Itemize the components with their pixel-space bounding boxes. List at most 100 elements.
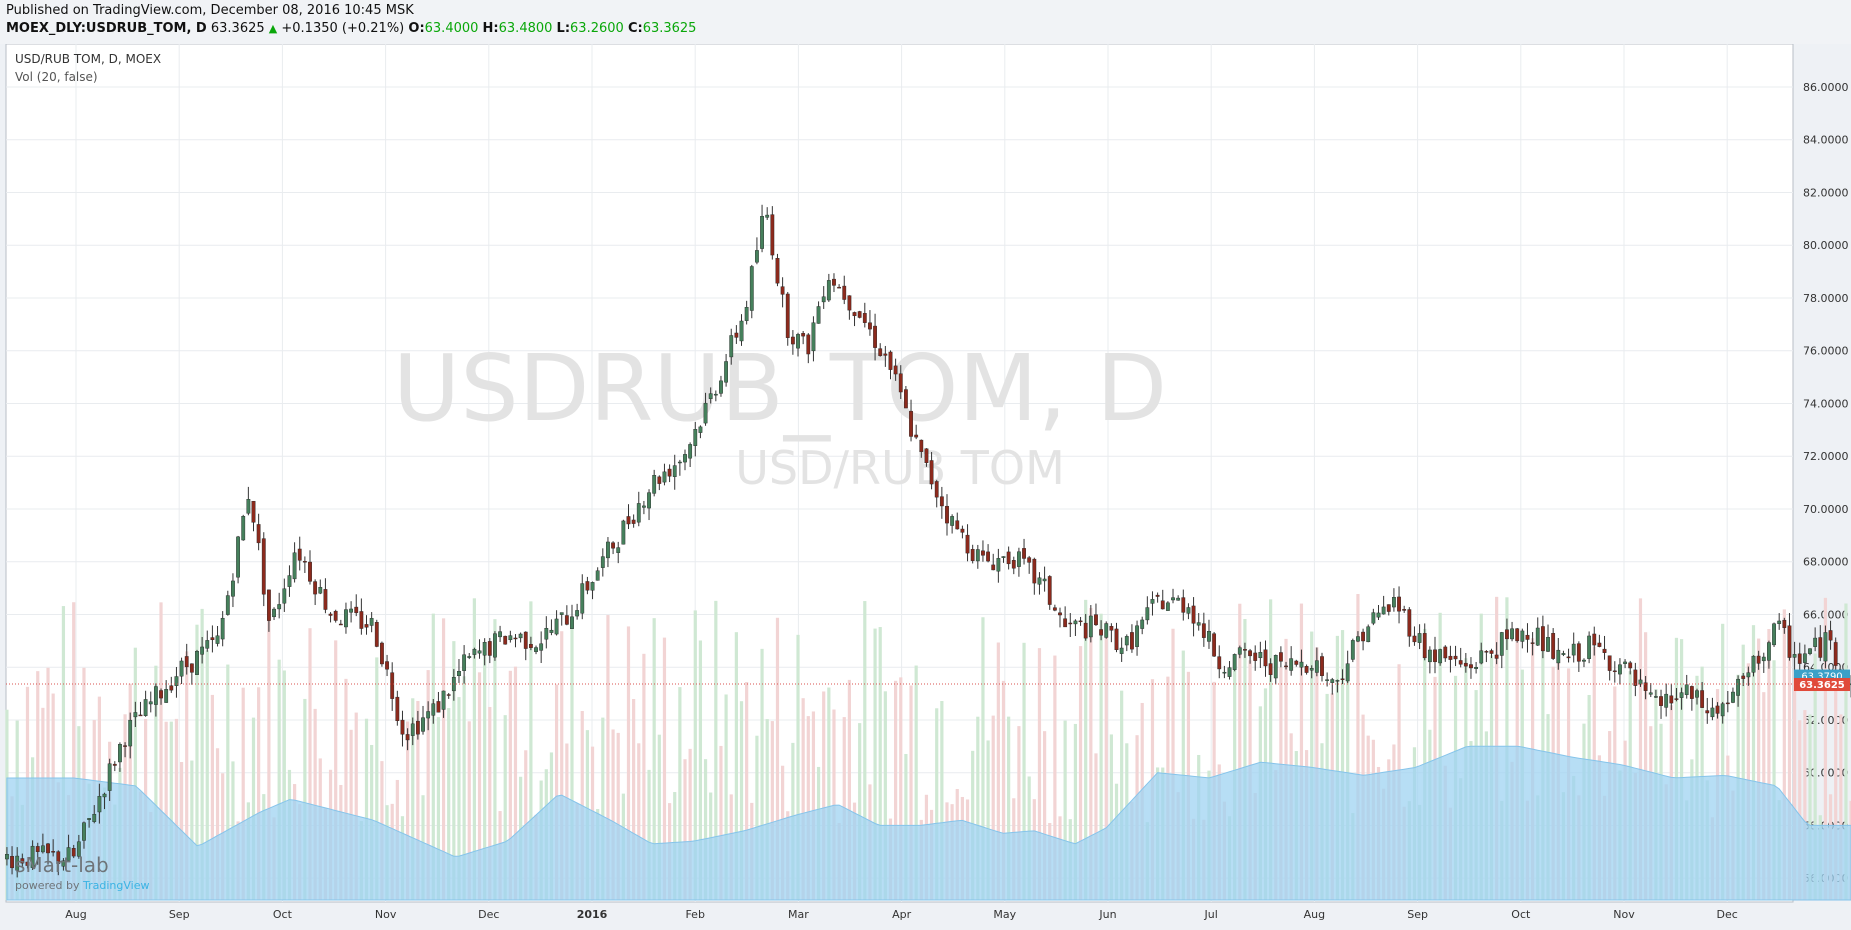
candle-body — [1027, 557, 1032, 563]
volume-ma-area — [6, 745, 1851, 901]
x-tick-label: Nov — [1613, 908, 1635, 921]
volume-bar — [858, 723, 862, 900]
x-tick-label: Sep — [169, 908, 190, 921]
candle-body — [118, 743, 122, 763]
volume-bar — [1269, 599, 1273, 900]
volume-bar — [1757, 638, 1761, 900]
volume-bar — [811, 711, 816, 900]
candle-body — [261, 538, 266, 595]
candle-body — [559, 612, 564, 615]
candle-body — [1191, 605, 1196, 624]
candle-body — [15, 855, 20, 871]
candle-body — [1073, 620, 1078, 625]
candle-body — [1042, 578, 1047, 582]
volume-bar — [416, 701, 420, 900]
x-tick-label: Aug — [1304, 908, 1325, 921]
candle-body — [482, 642, 487, 656]
candle-body — [790, 336, 795, 345]
x-tick-label: Dec — [1717, 908, 1738, 921]
candle-body — [1243, 649, 1247, 651]
volume-bar — [364, 718, 369, 900]
volume-bar — [1078, 646, 1083, 900]
candle-body — [1140, 619, 1145, 629]
candle-body — [210, 637, 215, 641]
y-tick-label: 68.0000 — [1803, 556, 1849, 569]
candle-body — [1689, 686, 1694, 699]
volume-bar — [1017, 726, 1021, 900]
candle-body — [1392, 597, 1396, 608]
candle-body — [960, 528, 965, 533]
candle-body — [1407, 609, 1412, 637]
candle-body — [847, 295, 852, 311]
candle-body — [647, 492, 651, 509]
candle-body — [636, 503, 641, 523]
volume-bar — [472, 598, 476, 900]
volume-bar — [1787, 632, 1792, 900]
candle-body — [1792, 654, 1797, 658]
volume-bar — [1104, 622, 1108, 900]
price-chart[interactable]: 56.000058.000060.000062.000064.000066.00… — [0, 44, 1851, 930]
candle-body — [1551, 633, 1556, 659]
volume-bar — [190, 760, 194, 900]
candle-body — [369, 618, 374, 626]
candle-body — [1320, 656, 1324, 676]
volume-bar — [467, 721, 471, 900]
volume-bar — [185, 651, 189, 900]
quote-symbol[interactable]: MOEX_DLY:USDRUB_TOM, D — [6, 21, 207, 36]
high-label: H: — [482, 21, 499, 36]
candle-body — [76, 841, 81, 857]
brand-logo: sMart-lab — [15, 853, 109, 877]
candle-body — [431, 703, 436, 716]
candle-body — [606, 541, 610, 559]
candle-body — [30, 845, 35, 868]
volume-bar — [457, 697, 461, 900]
pane-title: USD/RUB TOM, D, MOEX — [15, 52, 162, 66]
candle-body — [1602, 648, 1607, 653]
volume-bar — [678, 687, 682, 900]
candle-body — [40, 845, 45, 853]
candle-body — [1494, 654, 1499, 659]
volume-bar — [513, 666, 518, 900]
y-tick-label: 78.0000 — [1803, 292, 1849, 305]
volume-bar — [806, 716, 810, 900]
volume-bar — [991, 715, 995, 900]
candle-body — [528, 644, 533, 648]
x-tick-label: 2016 — [577, 908, 608, 921]
volume-bar — [1089, 608, 1093, 900]
candle-body — [1741, 675, 1746, 679]
candle-body — [328, 613, 333, 616]
volume-bar — [462, 676, 466, 900]
volume-bar — [745, 682, 749, 900]
volume-bar — [642, 653, 646, 900]
chart-area[interactable]: 56.000058.000060.000062.000064.000066.00… — [0, 44, 1851, 930]
candle-body — [1453, 655, 1458, 660]
volume-bar — [1053, 655, 1057, 900]
volume-bar — [200, 608, 204, 900]
open-label: O: — [408, 21, 425, 36]
powered-link[interactable]: TradingView — [83, 879, 150, 892]
candle-body — [493, 633, 497, 658]
volume-bar — [734, 632, 738, 900]
candle-body — [832, 278, 836, 286]
candle-body — [436, 701, 441, 713]
volume-bar — [159, 602, 163, 900]
candle-body — [1253, 652, 1258, 661]
candle-body — [1335, 680, 1340, 682]
volume-bar — [1803, 710, 1807, 900]
candle-body — [1648, 692, 1653, 695]
candle-body — [1458, 660, 1463, 665]
volume-bar — [719, 745, 723, 900]
candle-body — [903, 389, 908, 409]
candle-body — [1063, 618, 1068, 628]
volume-bar — [1007, 716, 1011, 900]
candle-body — [1653, 696, 1658, 698]
volume-bar — [1120, 690, 1124, 900]
up-arrow-icon: ▲ — [268, 22, 278, 35]
candle-body — [349, 608, 353, 613]
candle-body — [1669, 695, 1674, 704]
candle-body — [380, 642, 384, 665]
volume-bar — [1073, 723, 1078, 900]
candle-body — [364, 624, 369, 628]
volume-bar — [1782, 609, 1786, 900]
candle-body — [277, 604, 282, 610]
